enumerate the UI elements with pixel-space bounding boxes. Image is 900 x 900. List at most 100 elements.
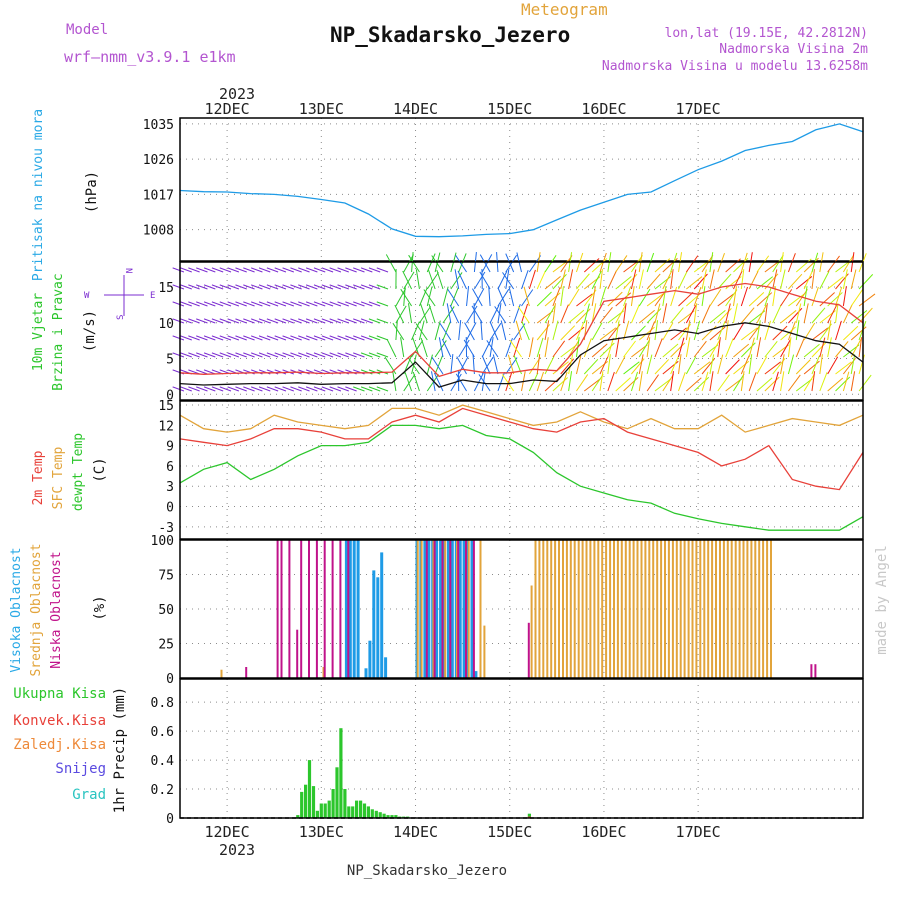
wind-arrow (313, 335, 326, 341)
compass-s: S (116, 315, 126, 320)
wind-arrow (376, 284, 389, 290)
wind-arrow (305, 301, 318, 307)
wind-arrow (780, 339, 791, 358)
high-cloud-bar (368, 640, 372, 678)
wind-arrow (282, 335, 295, 341)
wind-arrow (235, 352, 247, 358)
wind-arrow (654, 359, 670, 375)
wind-arrow (235, 318, 247, 324)
wind-arrow (321, 386, 334, 392)
wind-arrow (196, 335, 208, 341)
mid-cloud-bar (605, 540, 608, 678)
low-cloud-bar (280, 540, 283, 678)
mid-cloud-bar (613, 540, 615, 678)
wind-arrow (489, 304, 500, 324)
wind-arrow (419, 306, 432, 324)
mid-cloud-bar (679, 540, 682, 678)
total-precip-bar (390, 815, 394, 818)
wind-arrow (678, 270, 688, 290)
high-cloud-bar (435, 540, 439, 678)
wind-arrow (428, 303, 436, 324)
wind-arrow (764, 286, 772, 307)
wind-arrow (321, 267, 334, 273)
mid-cloud-bar (722, 540, 725, 678)
wind-arrow (211, 318, 224, 324)
wind-arrow (536, 354, 541, 375)
wind-arrow (523, 286, 530, 307)
wind-arrow (442, 286, 449, 307)
wind-arrow (345, 386, 357, 392)
wind-arrow (599, 286, 607, 307)
wind-arrow (795, 378, 813, 392)
wind-arrow (850, 310, 868, 324)
wind-arrow (748, 354, 753, 375)
bottom-day-label: 15DEC (487, 823, 532, 841)
wind-arrow (701, 286, 706, 307)
wind-arrow (509, 340, 522, 358)
wind-arrow (250, 267, 263, 273)
wind-arrow (615, 337, 620, 358)
mid-cloud-bar (640, 540, 643, 678)
wind-arrow (819, 271, 830, 290)
wind-arrow (733, 343, 750, 358)
total-precip-bar (315, 810, 319, 818)
wind-arrow (353, 318, 365, 324)
mid-cloud-bar (742, 540, 745, 678)
wind-arrow (725, 359, 740, 375)
cloud-ytick: 50 (158, 603, 174, 618)
wind-arrow (353, 301, 365, 307)
wind-arrow (353, 335, 365, 341)
wind-arrow (756, 255, 770, 273)
wind-arrow (591, 286, 596, 307)
station-title: NP_Skadarsko_Jezero (330, 23, 570, 47)
wind-arrow (544, 255, 557, 273)
wind-arrow (638, 288, 651, 307)
wind-arrow (795, 359, 811, 375)
wind-arrow (250, 284, 263, 290)
wind-arrow (811, 371, 816, 392)
wind-arrow (298, 284, 310, 290)
wind-arrow (188, 267, 200, 273)
wind-arrow (686, 377, 702, 392)
wind-arrow (488, 286, 491, 307)
wind-arrow (858, 374, 872, 392)
bottom-day-label: 12DEC (205, 823, 250, 841)
wind-arrow (250, 352, 263, 358)
wind-arrow (188, 318, 200, 324)
wind-arrow (321, 318, 334, 324)
wind-arrow (188, 284, 200, 290)
wind-arrow (631, 344, 648, 358)
wind-arrow (709, 371, 714, 392)
wind-arrow (505, 371, 513, 392)
mid-cloud-bar (322, 667, 325, 678)
wind-arrow (701, 304, 711, 324)
wind-arrow (575, 354, 582, 375)
wind-arrow (552, 320, 559, 341)
wind-arrow (607, 270, 617, 290)
wind-arrow (725, 320, 729, 341)
total-precip-bar (366, 806, 370, 818)
total-precip-bar (382, 813, 386, 818)
mid-cloud-bar (597, 540, 600, 678)
cloud-label-high: Visoka Oblacnost (9, 547, 24, 672)
wind-arrow (458, 320, 462, 341)
wind-arrow (693, 340, 707, 358)
wind-arrow (536, 337, 544, 358)
wind-arrow (386, 338, 397, 358)
wind-arrow (795, 320, 800, 341)
mid-cloud-bar (687, 540, 690, 678)
top-day-label: 17DEC (676, 100, 721, 118)
wind-arrow (599, 269, 603, 290)
wind-arrow (479, 254, 491, 273)
wind-arrow (630, 286, 635, 307)
total-precip-bar (351, 806, 355, 818)
wind-arrow (709, 309, 726, 324)
mid-cloud-bar (648, 540, 651, 678)
cloud-frame (179, 539, 864, 679)
wind-arrow (258, 301, 271, 307)
wind-arrow (290, 267, 302, 273)
wind-arrow (290, 335, 302, 341)
wind-arrow (772, 325, 788, 341)
mid-cloud-bar (562, 540, 564, 678)
